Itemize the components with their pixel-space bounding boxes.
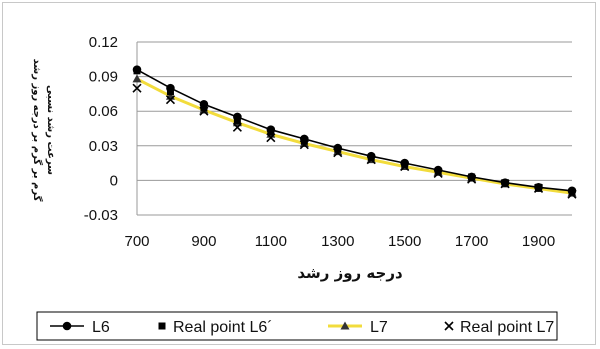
data-point xyxy=(166,88,174,96)
chart-frame xyxy=(2,2,596,345)
series-line xyxy=(136,68,573,192)
series-real-point-l7 xyxy=(132,83,577,199)
y-tick-label: 0.12 xyxy=(89,34,118,51)
x-tick-label: 1900 xyxy=(522,233,555,250)
data-point xyxy=(132,74,142,83)
data-point xyxy=(366,155,376,165)
data-point xyxy=(133,67,141,75)
y-tick-label: 0.03 xyxy=(89,138,118,155)
data-point xyxy=(501,179,509,187)
series-real-point-l6- xyxy=(133,67,576,196)
legend-item: L6 xyxy=(50,319,110,336)
data-point xyxy=(334,145,342,153)
data-point xyxy=(568,188,576,196)
y-axis-title: سرعت رشد نسبی گرم بر گرم بر درجه روز رشد xyxy=(31,59,56,202)
legend-marker xyxy=(62,321,72,331)
data-point xyxy=(300,137,308,145)
y-tick-label: 0.09 xyxy=(89,69,118,86)
data-point xyxy=(165,95,176,105)
legend-marker xyxy=(444,321,454,331)
data-point xyxy=(567,189,577,199)
legend: L6 Real point L6´ L7 Real point L7 xyxy=(50,319,554,336)
data-point xyxy=(233,116,241,124)
data-point xyxy=(467,174,477,184)
y-tick-label: 0 xyxy=(110,172,118,189)
series-line xyxy=(136,77,573,195)
x-tick-label: 900 xyxy=(191,233,216,250)
y-axis-title-line1: سرعت رشد نسبی xyxy=(45,85,56,175)
legend-box xyxy=(36,311,558,341)
data-point xyxy=(500,179,510,189)
legend-label: L6 xyxy=(92,319,110,336)
legend-marker xyxy=(158,322,166,330)
data-point xyxy=(199,106,209,116)
legend-item: Real point L6´ xyxy=(158,319,273,336)
legend-marker xyxy=(340,321,350,330)
data-point xyxy=(299,140,309,150)
data-point xyxy=(400,161,410,172)
data-point xyxy=(267,128,275,136)
series-l7 xyxy=(132,74,577,197)
data-point xyxy=(333,148,343,158)
legend-label: Real point L7 xyxy=(460,319,554,336)
series-l6 xyxy=(132,65,577,196)
y-tick-labels: 0.12 0.09 0.06 0.03 0 -0.03 xyxy=(84,34,118,224)
data-point xyxy=(533,183,544,194)
legend-item: L7 xyxy=(328,319,388,336)
data-point xyxy=(401,160,409,168)
data-point xyxy=(433,168,443,179)
y-tick-label: -0.03 xyxy=(84,207,118,224)
legend-item: Real point L7 xyxy=(444,319,554,336)
y-tick-label: 0.06 xyxy=(89,103,118,120)
x-tick-label: 1100 xyxy=(255,233,287,250)
data-point xyxy=(132,83,142,93)
grid-layer xyxy=(136,41,572,216)
y-axis-title-line2: گرم بر گرم بر درجه روز رشد xyxy=(31,59,44,202)
data-point xyxy=(266,133,276,143)
x-tick-label: 700 xyxy=(124,233,149,250)
x-tick-labels: 700 900 1100 1300 1500 1700 1900 xyxy=(124,233,555,250)
data-point xyxy=(434,167,442,175)
data-point xyxy=(232,122,242,132)
data-point xyxy=(367,153,375,161)
x-tick-label: 1700 xyxy=(455,233,488,250)
data-point xyxy=(468,173,476,181)
x-tick-label: 1500 xyxy=(388,233,421,250)
legend-label: L7 xyxy=(370,319,388,336)
data-point xyxy=(200,104,208,112)
x-axis-title: درجه روز رشد xyxy=(297,264,403,282)
legend-label: Real point L6´ xyxy=(173,319,273,336)
x-tick-label: 1300 xyxy=(321,233,354,250)
data-point xyxy=(535,183,543,191)
series-layer xyxy=(132,65,577,199)
